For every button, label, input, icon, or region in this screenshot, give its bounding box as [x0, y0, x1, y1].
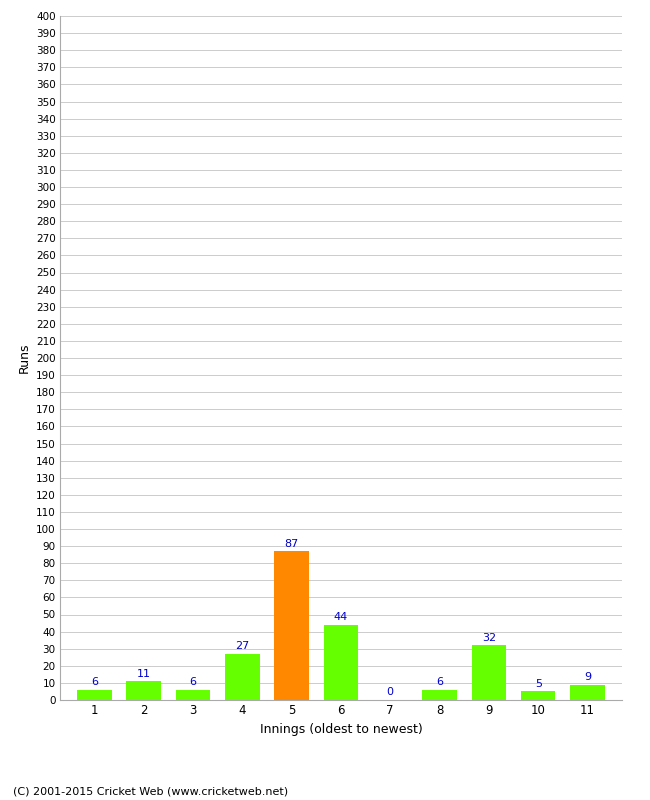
Text: 44: 44	[334, 612, 348, 622]
Text: (C) 2001-2015 Cricket Web (www.cricketweb.net): (C) 2001-2015 Cricket Web (www.cricketwe…	[13, 786, 288, 796]
X-axis label: Innings (oldest to newest): Innings (oldest to newest)	[259, 722, 422, 736]
Text: 32: 32	[482, 633, 496, 642]
Bar	[126, 681, 161, 700]
Bar	[274, 551, 309, 700]
Text: 27: 27	[235, 642, 250, 651]
Text: 11: 11	[136, 669, 151, 678]
Bar	[521, 691, 556, 700]
Bar	[77, 690, 112, 700]
Text: 6: 6	[91, 677, 98, 687]
Bar	[324, 625, 358, 700]
Text: 0: 0	[387, 687, 394, 698]
Text: 87: 87	[285, 538, 299, 549]
Text: 6: 6	[189, 677, 196, 687]
Bar	[472, 646, 506, 700]
Y-axis label: Runs: Runs	[18, 342, 31, 374]
Text: 6: 6	[436, 677, 443, 687]
Bar	[225, 654, 259, 700]
Bar	[570, 685, 604, 700]
Bar	[176, 690, 210, 700]
Text: 5: 5	[535, 679, 541, 689]
Bar	[422, 690, 457, 700]
Text: 9: 9	[584, 672, 591, 682]
